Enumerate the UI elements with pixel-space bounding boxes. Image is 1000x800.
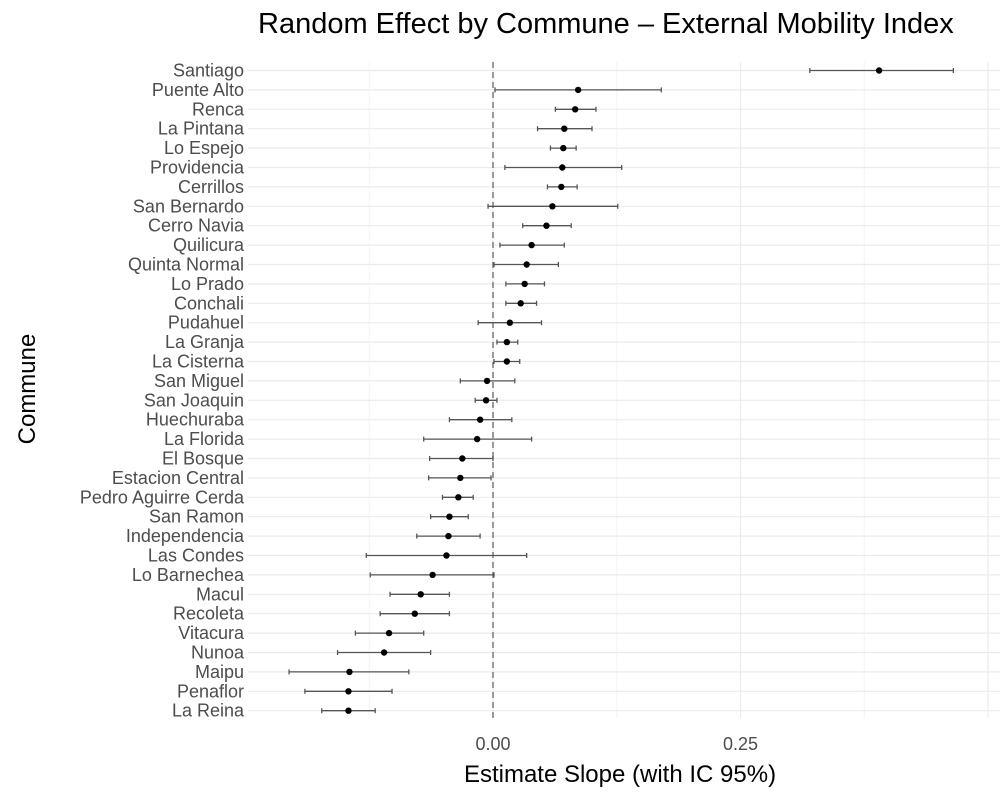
point-lo-espejo [560,144,567,152]
point-estacion-central [457,474,464,482]
point-nunoa [380,649,388,656]
x-axis-tick-labels: 0.00 0.25 [475,734,758,754]
point-renca [571,106,579,113]
y-tick-label: Pedro Aguirre Cerda [80,487,245,507]
point-san-miguel [483,377,491,385]
point-independencia [445,532,452,540]
y-tick-label: Quinta Normal [128,255,244,275]
point-lo-prado [521,280,528,288]
point-huechuraba [476,416,484,423]
y-tick-label: Santiago [173,61,244,81]
point-la-granja [503,338,511,346]
y-tick-label: Lo Espejo [164,138,244,158]
y-tick-label: Las Condes [148,546,244,566]
y-tick-label: La Florida [164,429,245,449]
point-la-florida [473,435,481,443]
y-tick-label: Nunoa [191,643,245,663]
y-tick-label: Providencia [150,158,245,178]
point-san-bernardo [549,203,556,210]
point-conchali [517,300,524,307]
point-puente-alto [574,86,582,94]
y-tick-label: San Ramon [149,507,244,527]
point-recoleta [411,610,418,617]
y-tick-label: Maipu [195,662,244,682]
grid-lines [248,62,1000,718]
y-tick-label: San Bernardo [133,196,244,216]
point-santiago [875,67,883,74]
point-pedro-aguirre-cerda [455,494,462,501]
point-la-pintana [561,125,568,132]
y-tick-label: Vitacura [178,623,245,643]
point-macul [417,591,424,598]
point-la-cisterna [503,358,511,365]
y-tick-label: Penaflor [177,681,244,701]
y-tick-label: Macul [196,584,244,604]
point-cerro-navia [543,222,550,229]
y-tick-label: Estacion Central [112,468,244,488]
point-vitacura [385,629,393,637]
point-cerrillos [558,183,565,191]
point-san-ramon [446,513,453,520]
x-tick-label: 0.00 [475,734,510,754]
y-tick-label: La Cisterna [152,352,245,372]
point-quinta-normal [523,261,530,268]
y-tick-label: Quilicura [173,235,245,255]
point-providencia [559,164,566,171]
y-tick-label: La Pintana [158,119,245,139]
point-pudahuel [506,319,514,326]
y-tick-label: Huechuraba [146,410,245,430]
point-lo-barnechea [429,571,436,579]
y-tick-label: San Miguel [154,371,244,391]
point-la-reina [345,707,352,714]
point-san-joaquin [482,397,490,404]
y-tick-label: La Granja [165,332,245,352]
point-el-bosque [459,455,466,462]
y-tick-label: Puente Alto [152,80,244,100]
errorbar-layer [288,68,954,714]
y-tick-label: Conchali [174,293,244,313]
y-tick-label: Recoleta [173,604,245,624]
x-tick-label: 0.25 [723,734,758,754]
y-tick-label: Independencia [126,526,245,546]
y-axis-title: Commune [14,334,41,445]
point-layer [345,67,883,714]
y-tick-label: El Bosque [162,449,244,469]
point-quilicura [528,241,535,249]
y-tick-label: La Reina [172,701,245,721]
point-las-condes [443,552,450,559]
chart-title: Random Effect by Commune – External Mobi… [258,8,954,40]
point-maipu [346,668,353,676]
y-tick-label: Renca [192,99,245,119]
x-axis-title: Estimate Slope (with IC 95%) [464,761,776,788]
y-tick-label: Cerro Navia [148,216,245,236]
y-tick-label: Lo Barnechea [132,565,245,585]
y-tick-label: San Joaquin [144,390,244,410]
y-tick-label: Pudahuel [168,313,244,333]
y-tick-label: Lo Prado [171,274,244,294]
y-tick-label: Cerrillos [178,177,244,197]
point-penaflor [345,688,352,695]
